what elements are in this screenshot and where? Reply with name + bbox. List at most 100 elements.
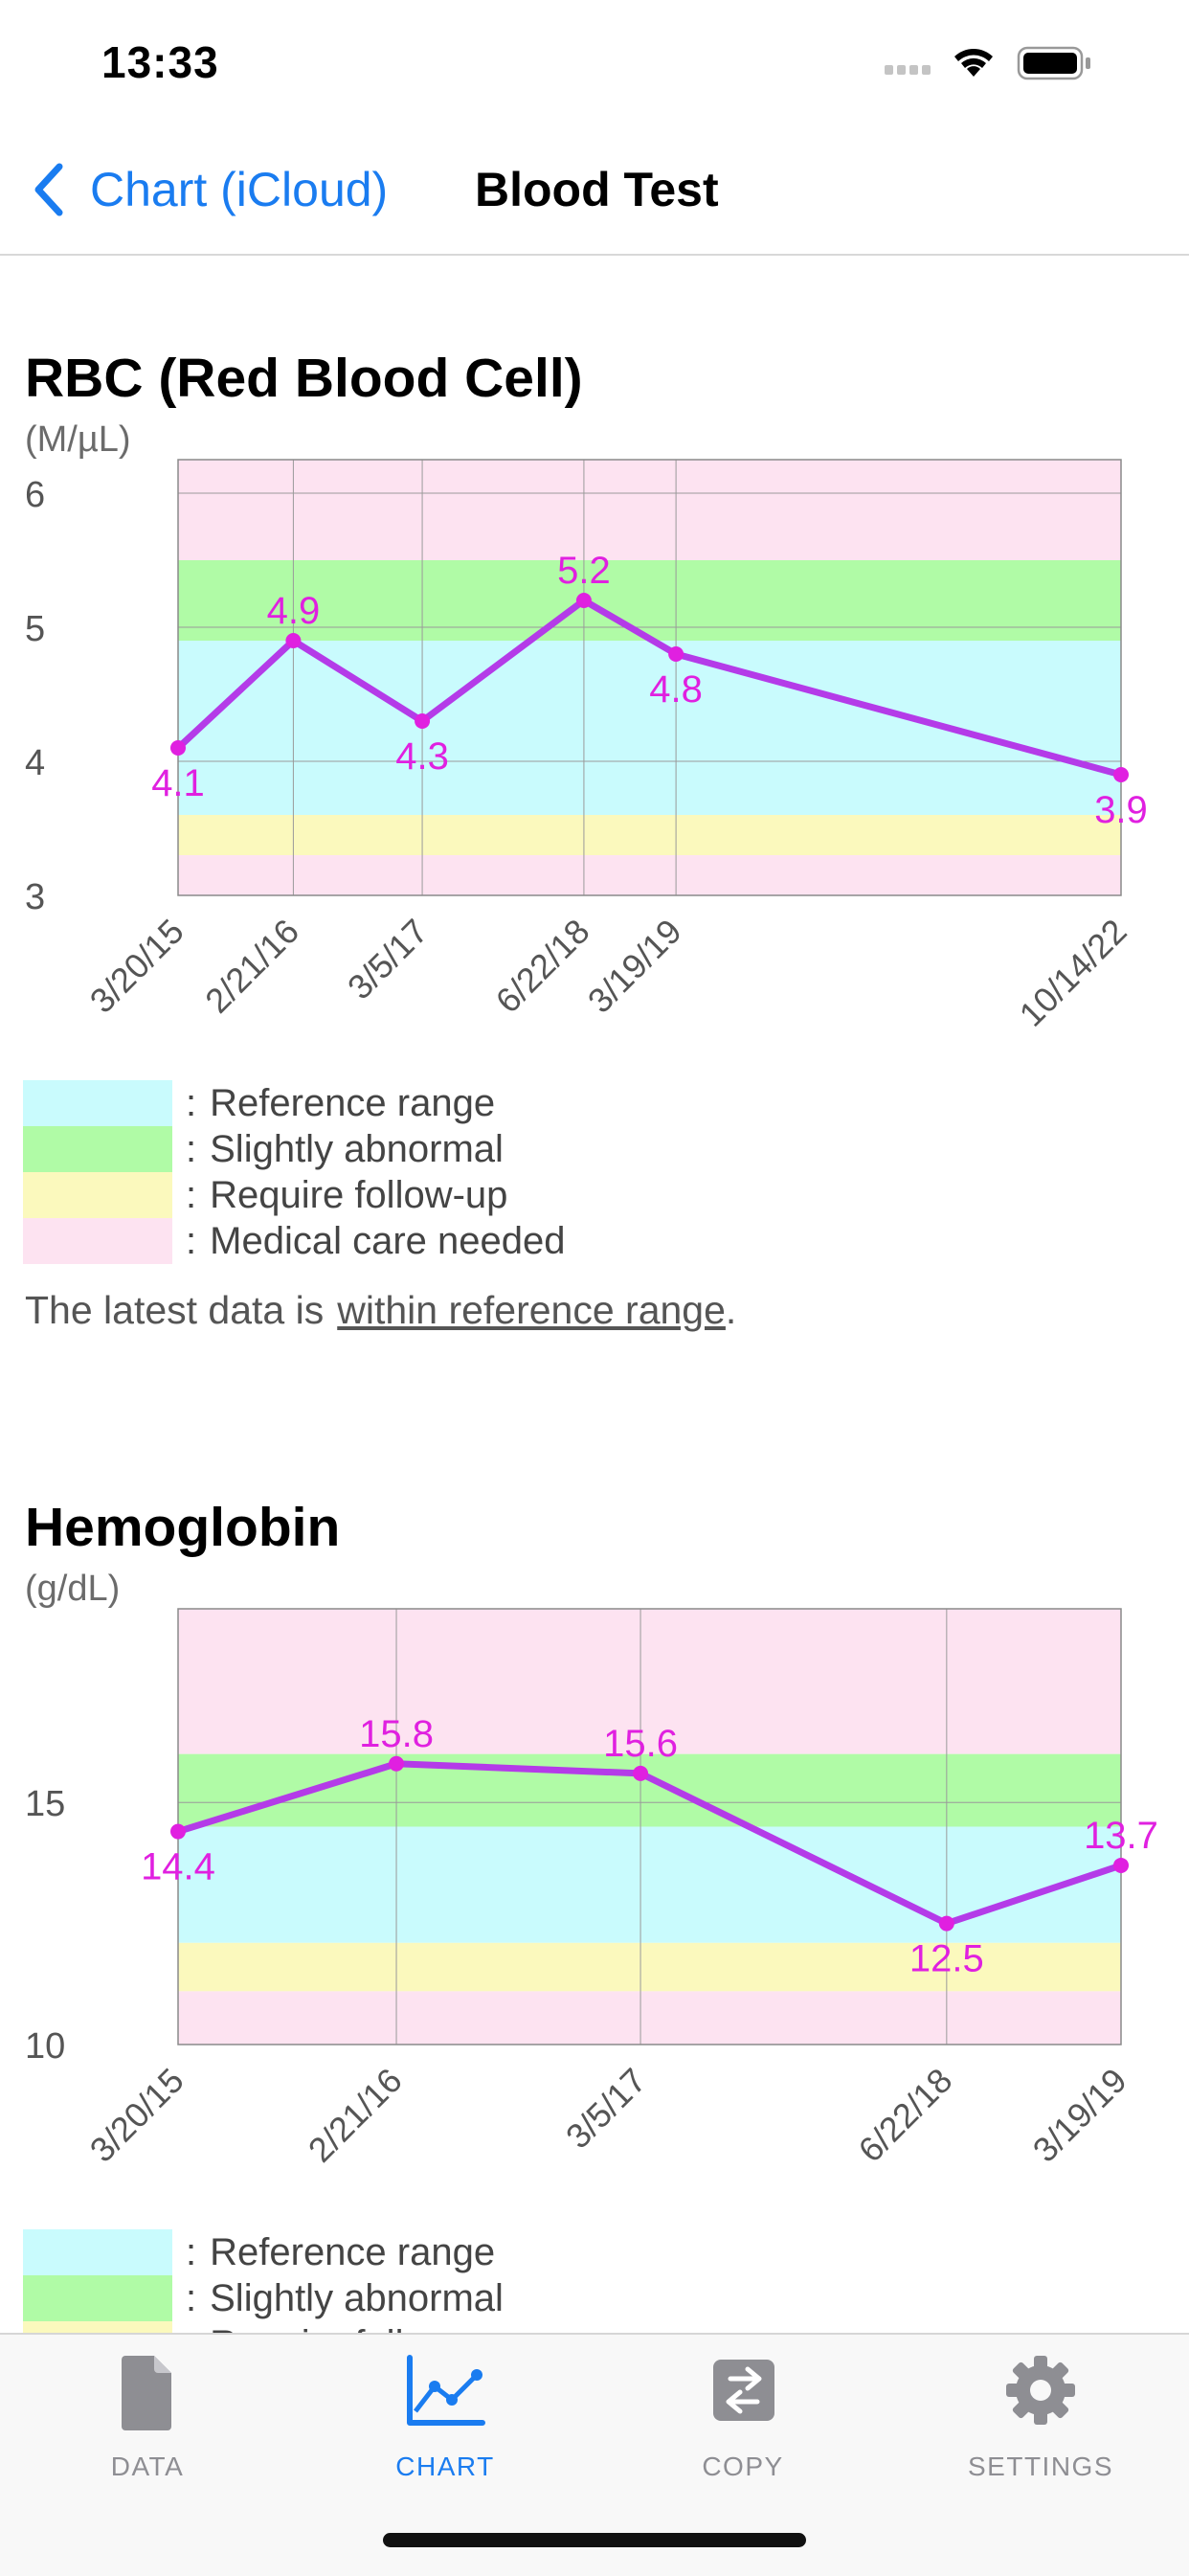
x-tick-label: 2/21/16 — [197, 912, 306, 1021]
data-label: 15.6 — [603, 1723, 678, 1765]
legend-separator: : — [186, 1081, 197, 1124]
tab-data[interactable]: DATA — [52, 2354, 243, 2482]
plot-area-border — [177, 459, 1122, 896]
tab-label: COPY — [702, 2452, 784, 2481]
legend-swatch-follow-up — [23, 1172, 172, 1218]
legend-swatch-follow-up — [23, 2321, 172, 2333]
legend-swatch-medical-care — [23, 1218, 172, 1264]
series-line — [175, 597, 1122, 779]
data-point — [1113, 1857, 1129, 1873]
range-band — [178, 855, 1121, 895]
data-label: 15.8 — [359, 1713, 434, 1755]
legend-label: Reference range — [210, 1081, 496, 1124]
back-button[interactable]: Chart (iCloud) — [31, 161, 388, 218]
navigation-bar: Chart (iCloud) Blood Test — [0, 144, 1189, 256]
range-band — [178, 1753, 1121, 1827]
y-tick-label: 10 — [25, 2026, 65, 2067]
legend-swatch-reference — [23, 1080, 172, 1126]
note-status-link[interactable]: within reference range — [337, 1288, 726, 1332]
tab-chart[interactable]: CHART — [349, 2354, 541, 2482]
x-tick-label: 3/19/19 — [1025, 2061, 1134, 2170]
legend-item: : Medical care needed — [23, 1218, 885, 1264]
x-tick-label: 6/22/18 — [851, 2061, 960, 2170]
data-point — [415, 713, 431, 729]
y-tick-label: 15 — [25, 1784, 65, 1824]
legend-item: : Slightly abnormal — [23, 1126, 885, 1172]
legend-separator: : — [186, 2230, 197, 2273]
y-tick-label: 5 — [25, 609, 45, 649]
range-band — [178, 1991, 1121, 2045]
x-tick-label: 3/19/19 — [580, 912, 689, 1021]
range-band — [178, 1609, 1121, 1754]
y-tick-label: 6 — [25, 475, 45, 515]
tab-copy[interactable]: COPY — [647, 2354, 839, 2482]
data-label: 3.9 — [1094, 789, 1148, 831]
copy-arrows-icon — [713, 2360, 774, 2421]
range-band — [178, 641, 1121, 815]
hemoglobin-unit-label: (g/dL) — [25, 1569, 121, 1609]
legend-separator: : — [186, 2323, 196, 2334]
hemoglobin-legend: : Reference range : Slightly abnormal : … — [23, 2229, 885, 2333]
legend-label: Require follow-up — [210, 1173, 508, 1216]
gear-icon — [1006, 2356, 1075, 2425]
tab-label: CHART — [395, 2452, 495, 2481]
x-tick-label: 3/5/17 — [558, 2061, 654, 2157]
legend-label: Slightly abnormal — [210, 2276, 504, 2319]
legend-swatch-slightly-abnormal — [23, 2275, 172, 2321]
tab-settings[interactable]: SETTINGS — [945, 2354, 1136, 2482]
data-point — [285, 633, 302, 648]
data-point — [170, 740, 186, 756]
data-label: 4.1 — [151, 762, 205, 804]
wifi-icon — [954, 49, 993, 77]
tab-label: DATA — [110, 2452, 185, 2481]
y-tick-label: 4 — [25, 743, 45, 783]
range-band — [178, 815, 1121, 855]
data-label: 4.3 — [395, 735, 449, 778]
legend-item: : Require follow-up — [23, 1172, 885, 1218]
data-point — [668, 646, 684, 662]
rbc-section-title: RBC (Red Blood Cell) — [25, 348, 583, 409]
legend-separator: : — [186, 1219, 197, 1262]
data-point — [938, 1915, 954, 1932]
latest-data-note: The latest data is within reference range… — [25, 1288, 736, 1333]
data-label: 12.5 — [909, 1938, 984, 1980]
data-point — [575, 593, 592, 608]
tab-label: SETTINGS — [967, 2452, 1113, 2481]
x-tick-label: 3/20/15 — [82, 912, 191, 1021]
data-label: 4.8 — [649, 668, 703, 711]
status-icons — [885, 46, 1090, 80]
data-point — [633, 1765, 649, 1781]
data-point — [1113, 767, 1129, 782]
page-title: Blood Test — [475, 163, 719, 216]
legend-label: Require follow-up — [210, 2323, 507, 2334]
legend-item: : Slightly abnormal — [23, 2275, 885, 2321]
x-tick-label: 3/5/17 — [340, 912, 436, 1007]
back-button-label: Chart (iCloud) — [90, 163, 389, 216]
data-point — [170, 1823, 186, 1840]
data-label: 4.9 — [267, 590, 321, 632]
home-indicator — [383, 2533, 806, 2547]
battery-icon — [1017, 46, 1090, 80]
line-chart-icon — [407, 2355, 485, 2426]
cellular-signal-icon — [885, 65, 931, 75]
range-band — [178, 1826, 1121, 1943]
hemoglobin-chart: 10 15 3/20/15 2/21/16 3/5/17 6/22/18 3/19/19 14… — [25, 1608, 1158, 2170]
legend-label: Reference range — [210, 2230, 496, 2273]
note-suffix: . — [725, 1288, 737, 1332]
x-tick-label: 3/20/15 — [82, 2061, 191, 2170]
x-tick-label: 6/22/18 — [488, 912, 597, 1021]
y-tick-label: 3 — [25, 877, 45, 917]
legend-item: : Reference range — [23, 2229, 885, 2275]
data-label: 14.4 — [141, 1846, 215, 1888]
chevron-left-icon — [34, 163, 63, 216]
legend-item: : Reference range — [23, 1080, 885, 1126]
legend-item: : Require follow-up — [23, 2321, 885, 2333]
hemoglobin-section-title: Hemoglobin — [25, 1497, 341, 1558]
rbc-unit-label: (M/µL) — [25, 419, 131, 460]
rbc-chart: 3 4 5 6 3/20/15 2/21/16 3/5/17 6/22/183/19/19 10… — [25, 459, 1148, 1034]
legend-separator: : — [186, 1173, 197, 1216]
rbc-legend: : Reference range : Slightly abnormal : … — [23, 1080, 885, 1264]
x-tick-label: 2/21/16 — [301, 2061, 410, 2170]
legend-label: Slightly abnormal — [210, 1127, 504, 1170]
range-band — [178, 1942, 1121, 1992]
